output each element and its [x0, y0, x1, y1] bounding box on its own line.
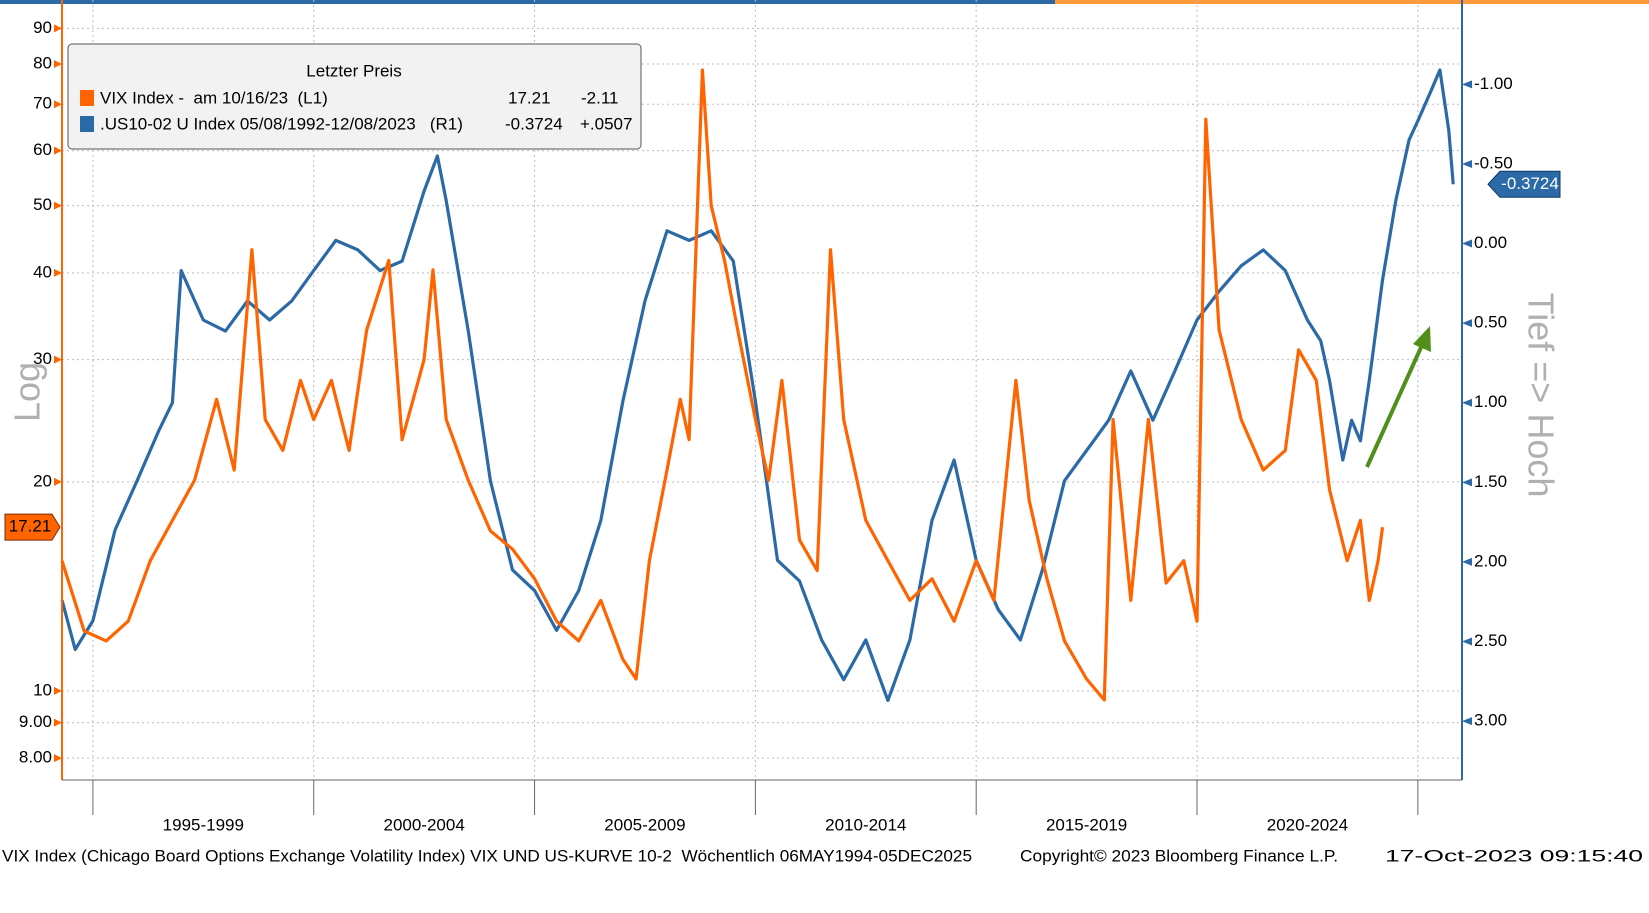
y-tick-label: 50 [33, 195, 52, 214]
y2-tick-label: 1.00 [1474, 392, 1507, 411]
y-tick [54, 146, 62, 155]
y2-tick [1462, 717, 1472, 726]
y-tick [54, 59, 62, 68]
y-tick [54, 477, 62, 486]
y2-tick-label: 2.00 [1474, 551, 1507, 570]
y2-tick [1462, 239, 1472, 248]
y2-tick-label: 0.50 [1474, 313, 1507, 332]
y2-tick-label: 1.50 [1474, 472, 1507, 491]
y-tick-label: 10 [33, 680, 52, 699]
legend-change: +.0507 [580, 114, 632, 133]
grid-layer [62, 0, 1462, 780]
y-tick [54, 718, 62, 727]
y-tick-label: 90 [33, 18, 52, 37]
legend-change: -2.11 [581, 88, 619, 107]
top-bar-orange [1055, 0, 1649, 4]
y-tick-label: 8.00 [19, 748, 52, 767]
y2-tick [1462, 557, 1472, 566]
y2-tick-label: -0.50 [1474, 153, 1513, 172]
x-period-label: 2020-2024 [1267, 815, 1348, 834]
y-tick [54, 24, 62, 33]
footer-copyright: Copyright© 2023 Bloomberg Finance L.P. [1020, 846, 1338, 865]
y-tick [54, 268, 62, 277]
legend-box [67, 43, 642, 150]
legend-last: 17.21 [508, 88, 551, 107]
footer-description: VIX Index (Chicago Board Options Exchang… [2, 846, 972, 865]
x-period-label: 2005-2009 [604, 815, 685, 834]
legend-label: .US10-02 U Index 05/08/1992-12/08/2023 (… [100, 114, 463, 133]
last-value-flag [4, 513, 61, 541]
y2-tick [1462, 478, 1472, 487]
y2-tick-label: 2.50 [1474, 631, 1507, 650]
x-period-label: 1995-1999 [163, 815, 244, 834]
y-tick-label: 30 [33, 349, 52, 368]
series-line [60, 68, 1385, 702]
last-value-flag-label: -0.3724 [1501, 174, 1559, 193]
last-value-flag [1487, 170, 1561, 198]
y-tick-label: 20 [33, 471, 52, 490]
y2-tick [1462, 159, 1472, 168]
y-tick-label: 9.00 [19, 712, 52, 731]
y2-tick-label: -1.00 [1474, 74, 1513, 93]
legend-swatch [80, 90, 94, 106]
right-axis-label: Tief => Hoch [1520, 293, 1561, 498]
series-line [60, 68, 1455, 702]
y2-tick [1462, 319, 1472, 328]
y-tick [54, 754, 62, 763]
y2-tick-label: 3.00 [1474, 711, 1507, 730]
x-period-label: 2010-2014 [825, 815, 906, 834]
y-tick [54, 355, 62, 364]
left-axis-label: Log [7, 362, 48, 422]
y-tick [54, 100, 62, 109]
y-tick-label: 80 [33, 53, 52, 72]
legend-last: -0.3724 [505, 114, 563, 133]
last-value-flag-label: 17.21 [9, 517, 52, 536]
y-tick-label: 70 [33, 94, 52, 113]
trend-arrow-head [1413, 326, 1431, 352]
legend-label: VIX Index - am 10/16/23 (L1) [100, 88, 328, 107]
y-tick [54, 686, 62, 695]
y2-tick [1462, 80, 1472, 89]
y-tick-label: 60 [33, 140, 52, 159]
y2-tick [1462, 637, 1472, 646]
legend-swatch [80, 116, 94, 132]
footer-timestamp: 17-Oct-2023 09:15:40 [1385, 846, 1643, 865]
x-period-label: 2000-2004 [383, 815, 464, 834]
legend: Letzter Preis VIX Index - am 10/16/23 (L… [67, 43, 642, 150]
y2-tick [1462, 398, 1472, 407]
line-layer [60, 68, 1455, 702]
top-bar-blue [0, 0, 1055, 4]
legend-title: Letzter Preis [306, 61, 401, 80]
x-period-label: 2015-2019 [1046, 815, 1127, 834]
y-tick-label: 40 [33, 262, 52, 281]
y-tick [54, 201, 62, 210]
axis-layer: 8.00 9.00 10 20 30 40 50 60 70 80 90 -1.00 -0.50 0.00… [4, 18, 1561, 834]
trend-arrow [1365, 342, 1425, 468]
y2-tick-label: 0.00 [1474, 233, 1507, 252]
